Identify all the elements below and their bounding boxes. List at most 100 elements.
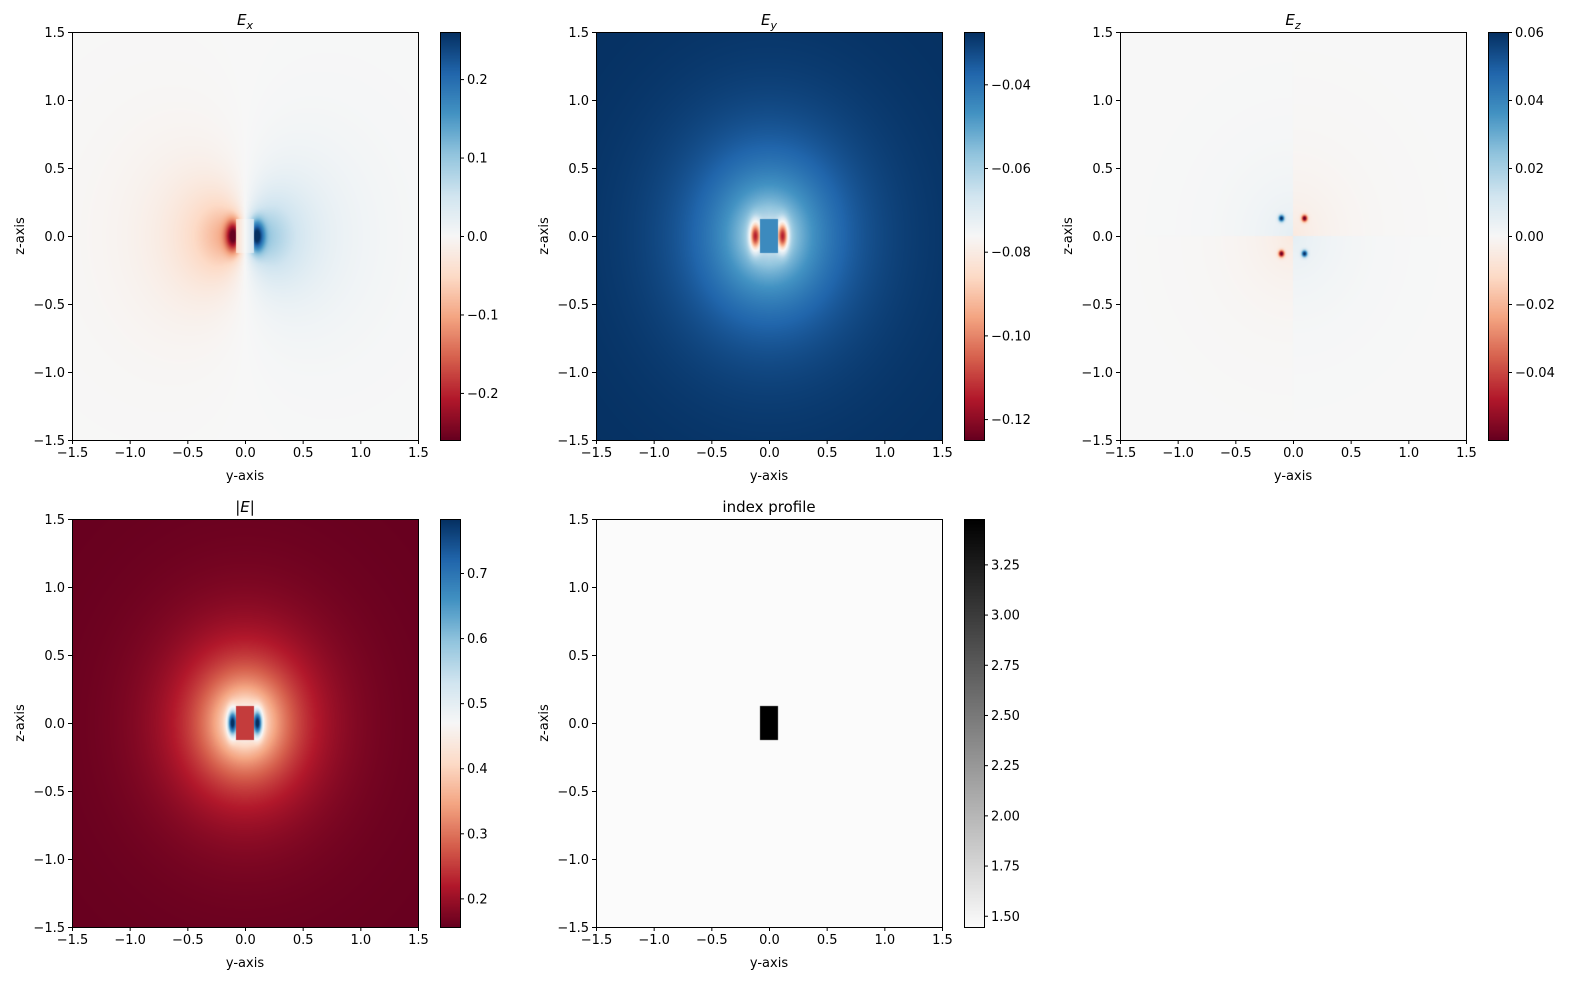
y-tick-label: −0.5 [557, 785, 589, 800]
x-tick-label: 1.0 [874, 933, 895, 948]
heatmap-Ez [1120, 32, 1466, 440]
x-tick-label: 0.5 [1341, 446, 1362, 461]
y-tick-label: −1.0 [557, 366, 589, 381]
title-subscript: y [769, 19, 777, 32]
colorbar-frame [1488, 32, 1509, 441]
x-tick-label: 0.5 [293, 933, 314, 948]
x-axis-label: y-axis [750, 956, 788, 971]
y-tick-label: 0.5 [568, 649, 589, 664]
colorbar-gradient [440, 32, 460, 440]
x-tick-label: 1.0 [350, 446, 371, 461]
y-tick-label: −1.5 [557, 434, 589, 449]
colorbar-tick-label: −0.12 [991, 413, 1031, 428]
panel-2: −1.5 −1.0 −0.5 0.0 0.5 1.0 1.5 1.5 1.0 0.5 0.0 −0.5… [537, 11, 1031, 484]
y-tick-label: 1.5 [44, 26, 65, 41]
x-tick-label: 1.0 [350, 933, 371, 948]
panel-title: Ey [761, 11, 777, 32]
x-tick-label: −1.0 [638, 933, 670, 948]
x-tick-label: 1.0 [1398, 446, 1419, 461]
y-axis-label: z-axis [537, 704, 552, 742]
x-tick-label: 0.0 [235, 446, 256, 461]
y-tick-label: 1.0 [1092, 94, 1113, 109]
colorbar-tick-label: 1.75 [991, 860, 1020, 875]
title-subscript: z [1294, 19, 1301, 32]
colorbar-tick-label: 0.00 [1515, 230, 1544, 245]
colorbar-frame [964, 32, 985, 441]
panel-1: −1.5 −1.0 −0.5 0.0 0.5 1.0 1.5 1.5 1.0 0.5 0.0 −0.5… [13, 11, 499, 484]
x-tick-label: −1.0 [638, 446, 670, 461]
heatmap-Ey [596, 32, 942, 440]
x-tick-label: 1.5 [1456, 446, 1477, 461]
colorbar-tick-label: 0.06 [1515, 26, 1544, 41]
y-tick-label: 1.0 [44, 581, 65, 596]
y-tick-label: 0.5 [44, 649, 65, 664]
x-tick-label: −0.5 [696, 933, 728, 948]
x-tick-label: 0.5 [293, 446, 314, 461]
colorbar-tick-label: 0.1 [467, 152, 488, 167]
y-tick-label: 0.0 [44, 230, 65, 245]
y-tick-label: 0.5 [568, 162, 589, 177]
colorbar-tick-label: 0.02 [1515, 162, 1544, 177]
y-tick-label: 0.0 [568, 717, 589, 732]
x-axis-label: y-axis [1274, 469, 1312, 484]
panel-title: index profile [722, 498, 815, 516]
y-axis-label: z-axis [13, 704, 28, 742]
colorbar-tick-label: 2.25 [991, 759, 1020, 774]
x-tick-label: 1.5 [408, 446, 429, 461]
panel-title: |E| [235, 498, 255, 516]
y-tick-label: 1.5 [568, 513, 589, 528]
colorbar-tick-label: 3.25 [991, 558, 1020, 573]
panel-title: Ez [1285, 11, 1300, 32]
colorbar-tick-label: −0.04 [991, 78, 1031, 93]
colorbar-tick-label: 0.4 [467, 762, 488, 777]
x-tick-label: 1.5 [408, 933, 429, 948]
y-tick-label: −1.0 [33, 366, 65, 381]
colorbar-tick-label: 2.00 [991, 809, 1020, 824]
colorbar-tick-label: −0.1 [467, 308, 499, 323]
x-tick-label: 0.0 [1283, 446, 1304, 461]
y-tick-label: −1.5 [33, 921, 65, 936]
colorbar-tick-label: 0.7 [467, 567, 488, 582]
x-axis-label: y-axis [226, 469, 264, 484]
y-axis-label: z-axis [537, 217, 552, 255]
colorbar-tick-label: −0.04 [1515, 366, 1555, 381]
colorbar-gradient [440, 519, 460, 927]
colorbar-gradient [964, 519, 984, 927]
axes-frame [72, 519, 419, 928]
x-tick-label: −0.5 [172, 446, 204, 461]
colorbar-gradient [964, 32, 984, 440]
x-tick-label: −0.5 [1220, 446, 1252, 461]
y-tick-label: 0.0 [568, 230, 589, 245]
x-tick-label: −1.5 [1105, 446, 1137, 461]
colorbar-tick-label: 0.5 [467, 697, 488, 712]
y-tick-label: 1.0 [568, 581, 589, 596]
x-tick-label: 1.0 [874, 446, 895, 461]
colorbar-frame [964, 519, 985, 928]
y-tick-label: 1.5 [1092, 26, 1113, 41]
colorbar-tick-label: −0.10 [991, 329, 1031, 344]
panel-title: Ex [237, 11, 253, 32]
colorbar-frame [440, 32, 461, 441]
x-tick-label: −1.5 [581, 933, 613, 948]
y-tick-label: 1.5 [44, 513, 65, 528]
axes-frame [596, 32, 943, 441]
x-tick-label: 1.5 [932, 446, 953, 461]
y-tick-label: −0.5 [1081, 298, 1113, 313]
x-tick-label: 0.0 [759, 446, 780, 461]
colorbar-tick-label: 2.75 [991, 659, 1020, 674]
x-tick-label: −1.0 [114, 933, 146, 948]
y-tick-label: −0.5 [33, 785, 65, 800]
y-tick-label: 0.0 [1092, 230, 1113, 245]
y-tick-label: −1.0 [1081, 366, 1113, 381]
x-tick-label: −1.0 [1162, 446, 1194, 461]
y-tick-label: 0.5 [1092, 162, 1113, 177]
y-tick-label: −1.5 [33, 434, 65, 449]
x-axis-label: y-axis [226, 956, 264, 971]
y-tick-label: −0.5 [33, 298, 65, 313]
colorbar-tick-label: −0.02 [1515, 298, 1555, 313]
colorbar-tick-label: 0.04 [1515, 94, 1544, 109]
y-tick-label: −1.0 [557, 853, 589, 868]
colorbar-tick-label: −0.08 [991, 246, 1031, 261]
x-tick-label: 0.0 [759, 933, 780, 948]
